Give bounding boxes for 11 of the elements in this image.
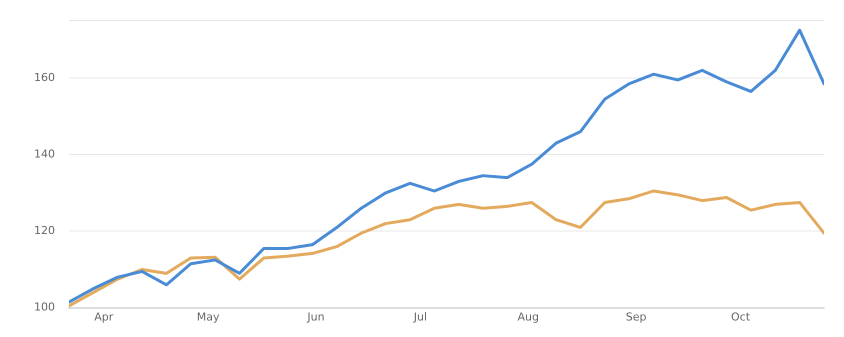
y-tick-label: 160: [34, 70, 55, 84]
x-tick-label: May: [196, 310, 220, 324]
x-tick-label: Aug: [518, 310, 540, 324]
x-tick-label: Sep: [626, 310, 646, 324]
y-tick-label: 140: [34, 147, 55, 160]
x-tick-label: Apr: [94, 310, 114, 324]
x-tick-label: Jun: [306, 310, 325, 324]
x-tick-label: Jul: [412, 310, 428, 324]
y-tick-label: 100: [34, 300, 55, 314]
x-tick-label: Oct: [730, 310, 751, 324]
y-tick-label: 120: [34, 224, 55, 238]
